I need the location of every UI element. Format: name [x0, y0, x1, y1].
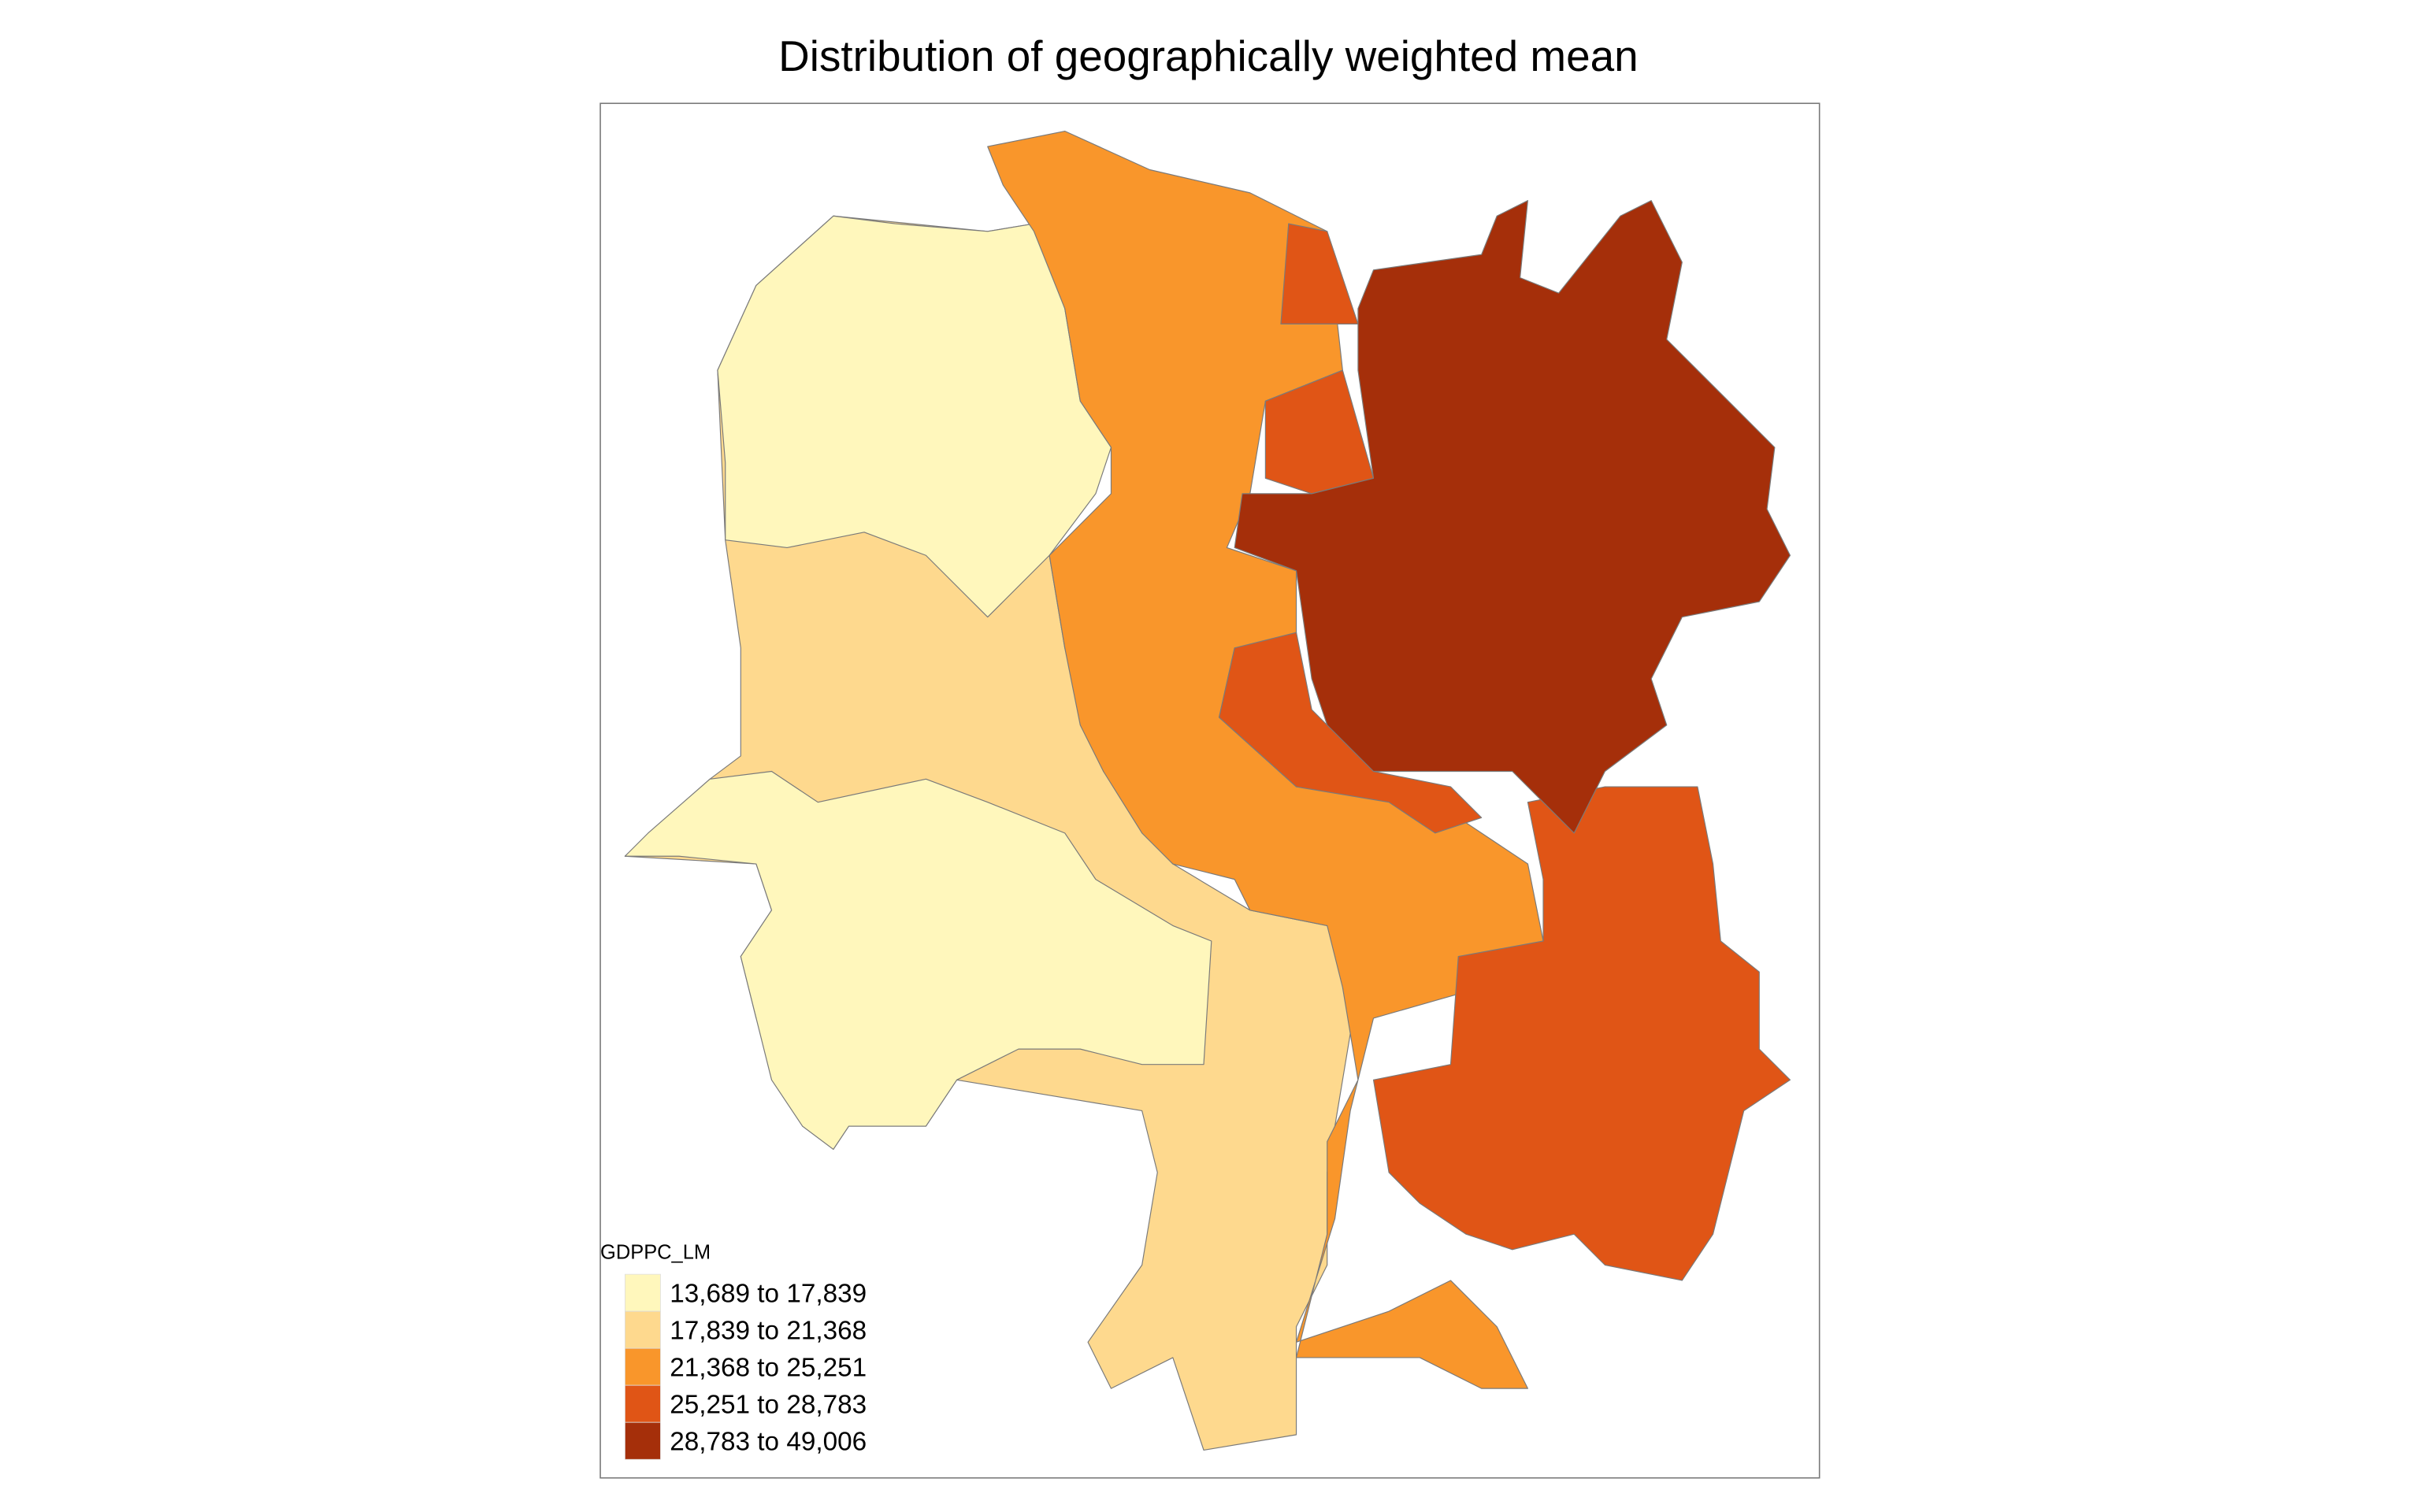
legend-swatch [625, 1384, 661, 1423]
legend-swatch [625, 1347, 661, 1386]
region [624, 770, 1212, 1151]
legend-label: 13,689 to 17,839 [670, 1279, 867, 1308]
map-frame [599, 102, 1821, 1479]
region [1219, 632, 1483, 834]
region [1234, 200, 1791, 834]
region [987, 130, 1544, 1389]
legend-swatch [625, 1273, 661, 1312]
legend-label: 25,251 to 28,783 [670, 1390, 867, 1419]
regions [624, 130, 1791, 1451]
legend-label: 17,839 to 21,368 [670, 1316, 867, 1345]
region [1372, 786, 1791, 1281]
map-area: Distribution of geographically weighted … [599, 32, 1821, 1479]
legend-label: 28,783 to 49,006 [670, 1427, 867, 1456]
legend-title: GDPPC_LM [600, 1242, 711, 1264]
legend-swatch [625, 1310, 661, 1349]
legend-label: 21,368 to 25,251 [670, 1353, 867, 1382]
legend: 13,689 to 17,839 17,839 to 21,368 21,368 t… [625, 1273, 867, 1460]
region [1280, 223, 1359, 324]
map-title: Distribution of geographically weighted … [778, 32, 1638, 80]
region [717, 215, 1112, 618]
legend-swatch [625, 1421, 661, 1460]
